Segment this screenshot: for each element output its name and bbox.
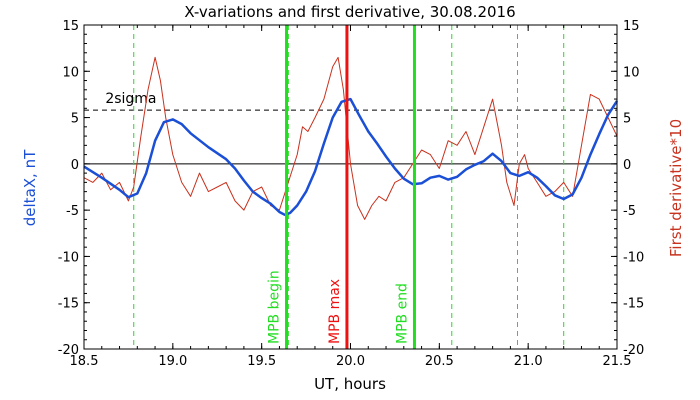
y-tick-label-left: -15 — [58, 297, 79, 312]
x-tick-label: 19.5 — [247, 354, 276, 369]
x-axis-title: UT, hours — [314, 375, 386, 393]
y-tick-label-right: 10 — [623, 65, 640, 80]
y-tick-label-left: 0 — [71, 158, 79, 173]
y-tick-label-right: 5 — [623, 112, 631, 127]
y-tick-label-right: -15 — [623, 297, 644, 312]
x-tick-label: 20.0 — [336, 354, 365, 369]
plot-frame — [83, 24, 618, 350]
y-tick-label-left: 15 — [62, 19, 79, 34]
axis-ticks: 18.5 19.0 19.5 20.0 20.5 21.0 21.5 15 15 10 10 5 5 0 0… — [58, 19, 644, 369]
y-tick-label-left: -20 — [58, 343, 79, 358]
x-tick-label: 21.5 — [603, 354, 632, 369]
y-tick-label-left: 5 — [71, 112, 79, 127]
y-tick-label-right: 0 — [623, 158, 631, 173]
x-tick-label: 20.5 — [425, 354, 454, 369]
series-line-deltax — [83, 97, 619, 217]
mpb-marker-label: MPB end — [394, 283, 410, 344]
series-line-derivative — [83, 56, 618, 220]
y-tick-label-right: -5 — [623, 204, 636, 219]
x-tick-label: 21.0 — [514, 354, 543, 369]
y-tick-label-right: -20 — [623, 343, 644, 358]
y-tick-label-left: 10 — [62, 65, 79, 80]
y-axis-left-title: deltaX, nT — [21, 149, 39, 226]
y-tick-label-right: 15 — [623, 19, 640, 34]
mpb-marker-label: MPB max — [327, 279, 343, 344]
y-tick-label-left: -10 — [58, 250, 79, 265]
x-tick-label: 18.5 — [70, 354, 99, 369]
mpb-marker-label: MPB begin — [267, 270, 283, 344]
threshold-label: 2sigma — [105, 91, 156, 107]
y-tick-label-right: -10 — [623, 250, 644, 265]
y-tick-label-left: -5 — [66, 204, 79, 219]
plot-marks: 2sigma MPB begin MPB max MPB end — [83, 25, 619, 349]
chart-title: X-variations and first derivative, 30.08… — [184, 3, 515, 21]
x-tick-label: 19.0 — [158, 354, 187, 369]
y-axis-right-title: First derivative*10 — [667, 119, 685, 257]
